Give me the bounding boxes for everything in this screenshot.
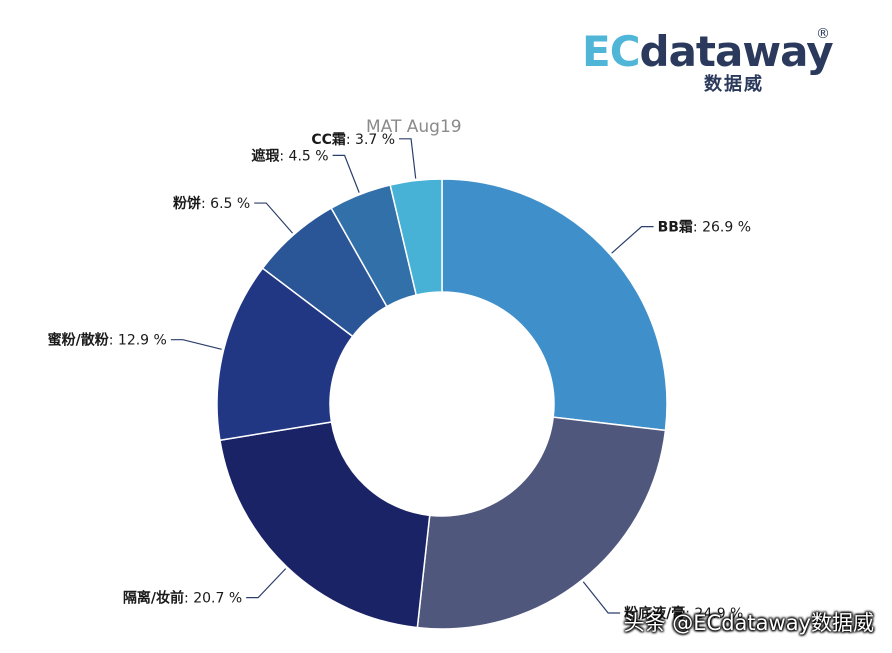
- leader-lines: [170, 138, 654, 614]
- slice-label: BB霜: 26.9 %: [658, 219, 751, 236]
- ecdataway-logo: ECdataway ® 数据威: [582, 26, 834, 95]
- slice-cc: [389, 178, 443, 296]
- leader-line: [399, 138, 417, 179]
- chart-title: MAT Aug19: [366, 117, 462, 137]
- logo-chinese-name: 数据威: [704, 74, 764, 95]
- registered-mark: ®: [816, 26, 830, 42]
- leader-line: [170, 339, 222, 350]
- leader-line: [246, 568, 287, 599]
- watermark-text: 头条 @ECdataway数据威: [623, 611, 874, 635]
- slice-bb: [441, 178, 668, 432]
- slice-label: 遮瑕: 4.5 %: [251, 147, 328, 164]
- leader-line: [611, 226, 654, 254]
- slice-item-2: [219, 421, 431, 629]
- slice-label: CC霜: 3.7 %: [311, 131, 395, 148]
- leader-line: [332, 154, 360, 193]
- slice-label: 粉底液/膏: 24.9 %: [624, 605, 743, 622]
- leader-line: [254, 202, 293, 234]
- logo-wordmark: ECdataway: [582, 27, 834, 76]
- logo-dataway: dataway: [639, 27, 834, 76]
- donut-slices: [216, 178, 668, 630]
- slice-label: 蜜粉/散粉: 12.9 %: [48, 332, 167, 349]
- slice-label: 隔离/妆前: 20.7 %: [123, 590, 242, 607]
- logo-ec: EC: [582, 27, 641, 76]
- slice-labels: BB霜: 26.9 % 粉底液/膏: 24.9 % 隔离/妆前: 20.7 % 蜜粉/…: [48, 131, 751, 622]
- leader-line: [582, 581, 621, 614]
- slice-label: 粉饼: 6.5 %: [173, 195, 250, 212]
- slice-item-1: [416, 416, 667, 630]
